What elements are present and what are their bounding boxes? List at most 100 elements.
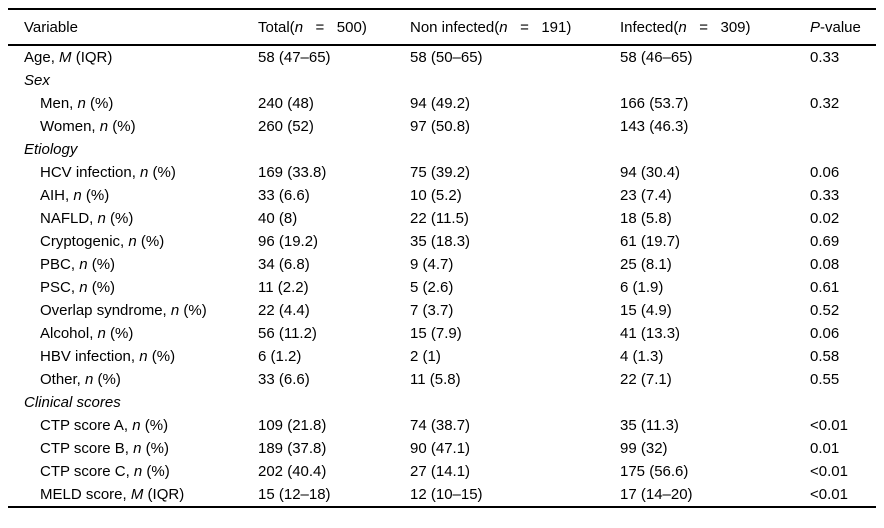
cell-total: 58 (47–65) <box>258 49 331 66</box>
cell-infected: 143 (46.3) <box>620 118 689 135</box>
cell-variable: HCV infection, n (%) <box>8 161 258 184</box>
cell-non-infected <box>410 69 620 92</box>
section-row: Clinical scores <box>8 391 876 414</box>
column-header-p-value: P-value <box>810 9 876 45</box>
cell-variable: Alcohol, n (%) <box>8 322 258 345</box>
text: Total( <box>258 18 295 36</box>
text: (%) <box>148 164 176 181</box>
cell-infected: 94 (30.4) <box>620 164 681 181</box>
cell-non-infected: 15 (7.9) <box>410 325 462 342</box>
cell-non-infected <box>410 391 620 414</box>
italic-text: n <box>499 18 508 36</box>
italic-text: n <box>170 302 180 319</box>
cell-non-infected: 7 (3.7) <box>410 302 454 319</box>
table-row: CTP score C, n (%) 202 (40.4) 27 (14.1) 175… <box>8 460 876 483</box>
text: Non infected( <box>410 18 500 36</box>
italic-text: n <box>77 95 86 112</box>
text: -value <box>820 18 861 36</box>
cell-p-value <box>810 138 876 161</box>
cell-non-infected: 12 (10–15) <box>410 486 483 503</box>
cell-p-value: 0.55 <box>810 371 840 388</box>
text: (%) <box>140 417 169 434</box>
cell-infected: 61 (19.7) <box>620 233 681 250</box>
cell-infected: 18 (5.8) <box>620 210 672 227</box>
cell-variable: Women, n (%) <box>8 115 258 138</box>
cell-p-value: 0.33 <box>810 49 840 66</box>
text: Cryptogenic, <box>40 233 129 250</box>
cell-non-infected: 75 (39.2) <box>410 164 471 181</box>
text: HCV infection, <box>40 164 141 181</box>
cell-variable: Cryptogenic, n (%) <box>8 230 258 253</box>
cell-infected: 6 (1.9) <box>620 279 664 296</box>
cell-p-value: <0.01 <box>810 463 848 480</box>
cell-p-value: 0.02 <box>810 210 840 227</box>
table-row: Alcohol, n (%) 56 (11.2) 15 (7.9) 41 (13.3)… <box>8 322 876 345</box>
text: (%) <box>108 118 136 135</box>
text: PSC, <box>40 279 80 296</box>
cell-non-infected: 5 (2.6) <box>410 279 454 296</box>
cell-total: 22 (4.4) <box>258 302 310 319</box>
cell-infected <box>620 391 810 414</box>
cell-p-value: 0.08 <box>810 256 840 273</box>
cell-variable: Etiology <box>8 138 258 161</box>
cell-total: 34 (6.8) <box>258 256 310 273</box>
table-body: Age, M (IQR) 58 (47–65) 58 (50–65) 58 (46–6… <box>8 45 876 507</box>
cell-non-infected: 58 (50–65) <box>410 49 483 66</box>
cell-infected: 35 (11.3) <box>620 417 679 434</box>
cell-infected: 58 (46–65) <box>620 49 693 66</box>
statistics-table: Variable Total(n = 500) Non infected(n = 1… <box>8 8 876 508</box>
text: (%) <box>93 371 121 388</box>
cell-non-infected: 97 (50.8) <box>410 118 471 135</box>
cell-p-value <box>810 115 876 138</box>
text: HBV infection, <box>40 348 140 365</box>
cell-variable: MELD score, M (IQR) <box>8 483 258 507</box>
cell-variable: Men, n (%) <box>8 92 258 115</box>
cell-variable: PBC, n (%) <box>8 253 258 276</box>
cell-p-value: 0.33 <box>810 187 840 204</box>
italic-text: n <box>133 440 142 457</box>
cell-variable: Age, M (IQR) <box>8 45 258 69</box>
cell-total: 109 (21.8) <box>258 417 327 434</box>
cell-total: 6 (1.2) <box>258 348 302 365</box>
text: (%) <box>105 325 134 342</box>
cell-non-infected: 74 (38.7) <box>410 417 471 434</box>
italic-text: n <box>99 118 109 135</box>
text: Women, <box>40 118 100 135</box>
text: (%) <box>142 463 170 480</box>
italic-text: n <box>79 279 88 296</box>
cell-non-infected: 27 (14.1) <box>410 463 471 480</box>
italic-text: n <box>294 18 304 36</box>
column-header-infected: Infected(n = 309) <box>620 9 810 45</box>
text: CTP score A, <box>40 417 133 434</box>
cell-non-infected: 11 (5.8) <box>410 371 461 388</box>
table-header: Variable Total(n = 500) Non infected(n = 1… <box>8 9 876 45</box>
cell-total: 40 (8) <box>258 210 298 227</box>
table-row: PBC, n (%) 34 (6.8) 9 (4.7) 25 (8.1) 0.08 <box>8 253 876 276</box>
italic-text: n <box>97 210 106 227</box>
cell-infected <box>620 69 810 92</box>
cell-infected: 22 (7.1) <box>620 371 672 388</box>
table-header-row: Variable Total(n = 500) Non infected(n = 1… <box>8 9 876 45</box>
cell-variable: CTP score B, n (%) <box>8 437 258 460</box>
text: MELD score, <box>40 486 131 503</box>
text: (%) <box>85 95 114 112</box>
italic-text: Etiology <box>24 141 78 158</box>
cell-variable: Overlap syndrome, n (%) <box>8 299 258 322</box>
cell-total: 260 (52) <box>258 118 314 135</box>
cell-total: 33 (6.6) <box>258 187 310 204</box>
text: Age, <box>24 49 60 66</box>
text: (IQR) <box>143 486 185 503</box>
cell-p-value: 0.32 <box>810 95 840 112</box>
cell-non-infected: 10 (5.2) <box>410 187 462 204</box>
cell-p-value <box>810 391 876 414</box>
cell-non-infected <box>410 138 620 161</box>
table-row: Cryptogenic, n (%) 96 (19.2) 35 (18.3) 61 (… <box>8 230 876 253</box>
cell-variable: CTP score A, n (%) <box>8 414 258 437</box>
cell-total: 33 (6.6) <box>258 371 310 388</box>
table-row: MELD score, M (IQR) 15 (12–18) 12 (10–15) 1… <box>8 483 876 507</box>
cell-p-value: 0.01 <box>810 440 840 457</box>
cell-variable: Other, n (%) <box>8 368 258 391</box>
text: Other, <box>40 371 86 388</box>
cell-non-infected: 94 (49.2) <box>410 95 471 112</box>
